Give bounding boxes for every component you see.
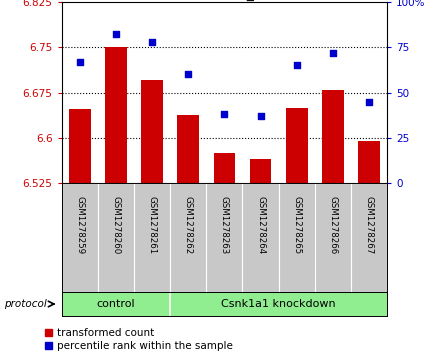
- Text: GSM1278266: GSM1278266: [328, 196, 337, 254]
- Legend: transformed count, percentile rank within the sample: transformed count, percentile rank withi…: [45, 328, 233, 351]
- Point: [366, 99, 373, 105]
- Bar: [69, 109, 91, 183]
- Bar: [177, 115, 199, 183]
- Bar: [286, 108, 308, 183]
- Bar: [358, 141, 380, 183]
- Point: [330, 50, 337, 56]
- Bar: [213, 153, 235, 183]
- Text: GSM1278265: GSM1278265: [292, 196, 301, 254]
- Text: GSM1278260: GSM1278260: [111, 196, 121, 254]
- Text: GSM1278261: GSM1278261: [147, 196, 157, 254]
- Bar: [105, 47, 127, 183]
- Bar: [250, 159, 271, 183]
- Point: [112, 32, 119, 37]
- Point: [76, 59, 83, 65]
- Point: [257, 113, 264, 119]
- Text: GSM1278259: GSM1278259: [75, 196, 84, 254]
- Text: GSM1278263: GSM1278263: [220, 196, 229, 254]
- Bar: [141, 81, 163, 183]
- Point: [293, 62, 300, 68]
- Point: [149, 39, 156, 45]
- Text: control: control: [96, 299, 135, 309]
- Bar: [322, 90, 344, 183]
- Point: [221, 111, 228, 117]
- Point: [185, 72, 192, 77]
- Text: Csnk1a1 knockdown: Csnk1a1 knockdown: [221, 299, 336, 309]
- Title: GDS5360 / ILMN_2540403: GDS5360 / ILMN_2540403: [134, 0, 315, 1]
- Text: protocol: protocol: [4, 299, 47, 309]
- Text: GSM1278267: GSM1278267: [365, 196, 374, 254]
- Text: GSM1278262: GSM1278262: [184, 196, 193, 254]
- Text: GSM1278264: GSM1278264: [256, 196, 265, 254]
